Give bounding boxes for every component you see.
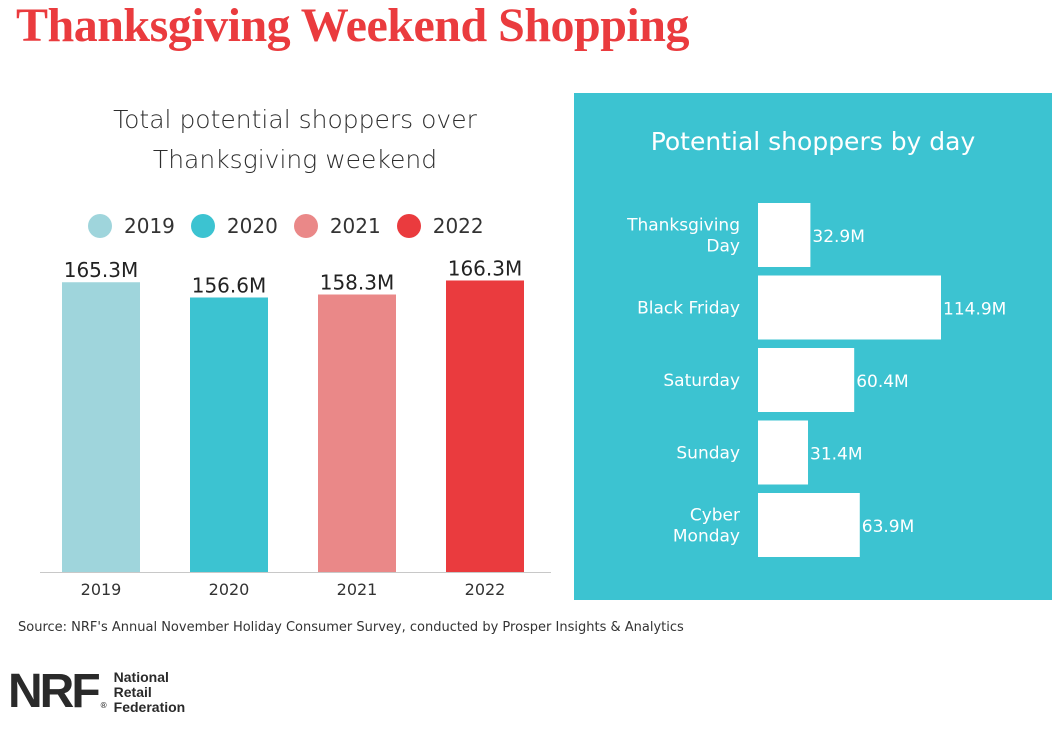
bar-value-label-saturday: 60.4M (856, 372, 909, 392)
legend-swatch-2021 (293, 214, 318, 238)
x-tick-label-2020: 2020 (209, 580, 250, 599)
category-label-sunday-1: Sunday (676, 444, 740, 464)
bar-black-friday (758, 275, 941, 340)
legend-item-2019: 2019 (88, 214, 175, 238)
logo-line-national: National (113, 668, 169, 685)
legend-item-2021: 2021 (293, 214, 381, 238)
registered-mark: ® (99, 701, 108, 710)
category-label-thanksgiving-day-1: Thanksgiving (626, 216, 740, 236)
left-chart-title-line-1: Total potential shoppers over (113, 105, 477, 134)
bar-thanksgiving-day (758, 203, 811, 267)
source-note: Source: NRF's Annual November Holiday Co… (18, 620, 684, 635)
bar-2019 (62, 282, 140, 572)
legend-item-2022: 2022 (396, 214, 484, 238)
category-label-thanksgiving-day-2: Day (706, 237, 740, 257)
bar-2021 (318, 294, 396, 572)
bar-2022 (446, 280, 524, 572)
left-chart-title-line-2: Thanksgiving weekend (152, 145, 438, 174)
daily-chart-panel: Potential shoppers by day 32.9M Thanksgivi… (574, 93, 1052, 600)
legend-label-2021: 2021 (329, 214, 381, 238)
bar-value-label-2020: 156.6M (192, 273, 267, 297)
bar-value-label-black-friday: 114.9M (943, 300, 1006, 320)
legend-label-2020: 2020 (226, 214, 278, 238)
bar-value-label-2022: 166.3M (448, 256, 523, 280)
legend-swatch-2019 (88, 214, 112, 238)
daily-bar-chart: Potential shoppers by day 32.9M Thanksgivi… (626, 127, 1006, 557)
bar-value-label-cyber-monday: 63.9M (862, 517, 915, 537)
legend-label-2022: 2022 (432, 214, 484, 238)
x-tick-label-2022: 2022 (465, 580, 506, 599)
bar-2020 (190, 297, 268, 572)
category-label-cyber-monday-1: Cyber (690, 506, 740, 526)
bar-value-label-sunday: 31.4M (810, 445, 863, 465)
daily-chart-title: Potential shoppers by day (651, 127, 976, 156)
legend-item-2020: 2020 (190, 214, 278, 238)
bar-value-label-thanksgiving-day: 32.9M (812, 227, 865, 247)
nrf-logo-text: National Retail Federation (113, 668, 186, 715)
category-label-saturday-1: Saturday (663, 371, 740, 391)
legend-label-2019: 2019 (124, 214, 175, 238)
nrf-logo-mark: NRF (8, 665, 101, 718)
bar-saturday (758, 348, 855, 412)
logo-line-retail: Retail (113, 683, 152, 700)
nrf-logo: NRF ® National Retail Federation (8, 668, 185, 716)
legend-swatch-2020 (190, 214, 215, 238)
bar-value-label-2021: 158.3M (320, 271, 395, 295)
x-tick-label-2021: 2021 (337, 580, 378, 599)
bar-value-label-2019: 165.3M (64, 258, 139, 282)
bar-cyber-monday (758, 493, 860, 557)
category-label-black-friday-1: Black Friday (637, 299, 740, 319)
left-chart-title: Total potential shoppers over Thanksgivi… (40, 100, 550, 180)
yearly-bar-chart: 165.3M 2019 156.6M 2020 158.3M 2021 166.3M 2022 (40, 256, 551, 599)
page-title: Thanksgiving Weekend Shopping (16, 0, 689, 52)
category-label-cyber-monday-2: Monday (673, 527, 740, 547)
bar-sunday (758, 420, 809, 485)
x-tick-label-2019: 2019 (81, 580, 122, 599)
logo-line-federation: Federation (113, 698, 186, 715)
legend-swatch-2022 (396, 214, 421, 238)
chart-legend: 2019 2020 2021 2022 (88, 214, 500, 238)
